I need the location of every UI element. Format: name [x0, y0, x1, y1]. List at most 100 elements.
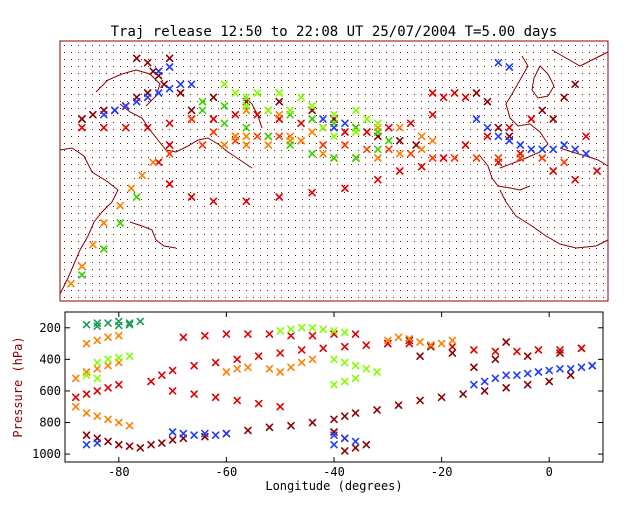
grid-dot [491, 59, 492, 60]
grid-dot [204, 73, 205, 74]
grid-dot [386, 199, 387, 200]
grid-dot [484, 73, 485, 74]
grid-dot [295, 269, 296, 270]
grid-dot [309, 101, 310, 102]
grid-dot [470, 297, 471, 298]
trajectory-point [571, 145, 579, 154]
grid-dot [449, 206, 450, 207]
trajectory-point [165, 141, 174, 149]
grid-dot [211, 87, 212, 88]
grid-dot [204, 248, 205, 249]
grid-dot [456, 276, 457, 277]
grid-dot [246, 241, 247, 242]
grid-dot [498, 227, 499, 228]
grid-dot [442, 108, 443, 109]
grid-dot [169, 52, 170, 53]
grid-dot [344, 234, 345, 235]
grid-dot [491, 101, 492, 102]
grid-dot [232, 59, 233, 60]
trajectory-point [231, 110, 240, 119]
grid-dot [155, 283, 156, 284]
grid-dot [554, 157, 555, 158]
trajectory-point [93, 322, 102, 331]
grid-dot [232, 164, 233, 165]
grid-dot [533, 178, 534, 179]
grid-dot [260, 199, 261, 200]
trajectory-point [470, 346, 478, 354]
grid-dot [176, 269, 177, 270]
grid-dot [351, 199, 352, 200]
uk-coast [531, 65, 555, 99]
grid-dot [183, 290, 184, 291]
grid-dot [365, 73, 366, 74]
trajectory-point [187, 193, 196, 201]
grid-dot [316, 150, 317, 151]
grid-dot [456, 262, 457, 263]
grid-dot [92, 220, 93, 221]
grid-dot [505, 45, 506, 46]
grid-dot [120, 122, 121, 123]
grid-dot [582, 178, 583, 179]
grid-dot [78, 199, 79, 200]
grid-dot [127, 192, 128, 193]
grid-dot [568, 227, 569, 228]
grid-dot [351, 59, 352, 60]
grid-dot [484, 122, 485, 123]
grid-dot [582, 185, 583, 186]
grid-dot [505, 122, 506, 123]
grid-dot [239, 115, 240, 116]
grid-dot [505, 150, 506, 151]
grid-dot [197, 213, 198, 214]
grid-dot [547, 213, 548, 214]
grid-dot [162, 66, 163, 67]
grid-dot [456, 248, 457, 249]
grid-dot [589, 276, 590, 277]
grid-dot [519, 101, 520, 102]
grid-dot [603, 122, 604, 123]
grid-dot [561, 220, 562, 221]
grid-dot [246, 80, 247, 81]
grid-dot [127, 248, 128, 249]
grid-dot [246, 227, 247, 228]
grid-dot [365, 248, 366, 249]
grid-dot [414, 185, 415, 186]
grid-dot [386, 66, 387, 67]
trajectory-point [352, 128, 360, 136]
trajectory-point [340, 342, 349, 351]
grid-dot [337, 150, 338, 151]
trajectory-point [265, 423, 274, 432]
grid-dot [141, 290, 142, 291]
africa-coast [499, 189, 609, 249]
grid-dot [400, 213, 401, 214]
grid-dot [169, 115, 170, 116]
grid-dot [561, 199, 562, 200]
trajectory-point [168, 428, 177, 436]
grid-dot [323, 66, 324, 67]
grid-dot [267, 199, 268, 200]
grid-dot [211, 213, 212, 214]
grid-dot [589, 241, 590, 242]
grid-dot [302, 157, 303, 158]
grid-dot [393, 262, 394, 263]
grid-dot [365, 297, 366, 298]
grid-dot [505, 234, 506, 235]
trajectory-point [549, 145, 557, 154]
grid-dot [253, 248, 254, 249]
grid-dot [309, 206, 310, 207]
grid-dot [225, 164, 226, 165]
grid-dot [141, 185, 142, 186]
grid-dot [421, 234, 422, 235]
trajectory-point [165, 119, 174, 128]
grid-dot [491, 129, 492, 130]
grid-dot [351, 178, 352, 179]
grid-dot [302, 255, 303, 256]
grid-dot [141, 52, 142, 53]
grid-dot [141, 206, 142, 207]
grid-dot [141, 80, 142, 81]
grid-dot [85, 213, 86, 214]
grid-dot [218, 234, 219, 235]
grid-dot [288, 262, 289, 263]
grid-dot [337, 73, 338, 74]
trajectory-point [480, 387, 489, 395]
